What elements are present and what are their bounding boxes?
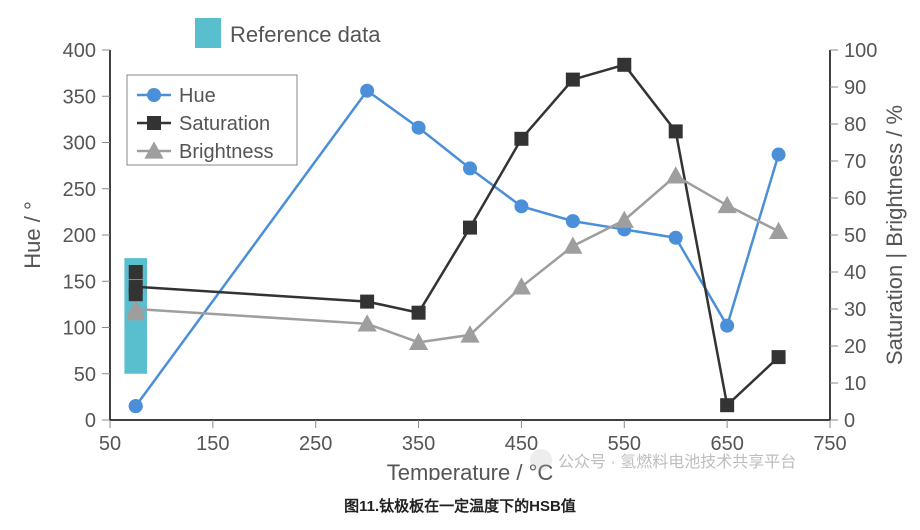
- y-right-tick-label: 10: [844, 373, 866, 395]
- series-brightness: [136, 176, 779, 342]
- y-left-tick-label: 0: [85, 410, 96, 432]
- x-tick-label: 250: [299, 433, 332, 455]
- y-right-tick-label: 60: [844, 188, 866, 210]
- y-right-tick-label: 90: [844, 77, 866, 99]
- y-right-tick-label: 70: [844, 151, 866, 173]
- legend-item-saturation: Saturation: [179, 113, 270, 135]
- y-left-tick-label: 100: [63, 318, 96, 340]
- legend-item-hue: Hue: [179, 85, 216, 107]
- y-right-tick-label: 50: [844, 225, 866, 247]
- y-left-tick-label: 50: [74, 364, 96, 386]
- y-right-tick-label: 20: [844, 336, 866, 358]
- y-right-tick-label: 80: [844, 114, 866, 136]
- watermark: 公众号 · 氢燃料电池技术共享平台: [530, 448, 796, 472]
- y-left-tick-label: 400: [63, 40, 96, 62]
- x-tick-label: 350: [402, 433, 435, 455]
- x-tick-label: 750: [813, 433, 846, 455]
- y-left-tick-label: 250: [63, 179, 96, 201]
- y-left-tick-label: 300: [63, 133, 96, 155]
- y-right-tick-label: 40: [844, 262, 866, 284]
- y-left-tick-label: 150: [63, 271, 96, 293]
- x-axis-label: Temperature / °C: [387, 460, 554, 480]
- y-right-tick-label: 0: [844, 410, 855, 432]
- y-left-tick-label: 350: [63, 86, 96, 108]
- watermark-text: 公众号 · 氢燃料电池技术共享平台: [558, 448, 796, 472]
- y-left-axis-label: Hue / °: [20, 201, 45, 269]
- reference-label: Reference data: [230, 22, 381, 47]
- hsb-chart: Reference data50150250350450550650750050…: [0, 0, 920, 480]
- y-right-tick-label: 30: [844, 299, 866, 321]
- x-tick-label: 50: [99, 433, 121, 455]
- y-right-axis-label: Saturation | Brightness / %: [882, 105, 907, 365]
- x-tick-label: 150: [196, 433, 229, 455]
- y-right-tick-label: 100: [844, 40, 877, 62]
- wechat-icon: [530, 449, 552, 471]
- figure-caption: 图11.钛极板在一定温度下的HSB值: [0, 495, 920, 516]
- legend-item-brightness: Brightness: [179, 141, 274, 163]
- y-left-tick-label: 200: [63, 225, 96, 247]
- reference-swatch: [195, 18, 221, 48]
